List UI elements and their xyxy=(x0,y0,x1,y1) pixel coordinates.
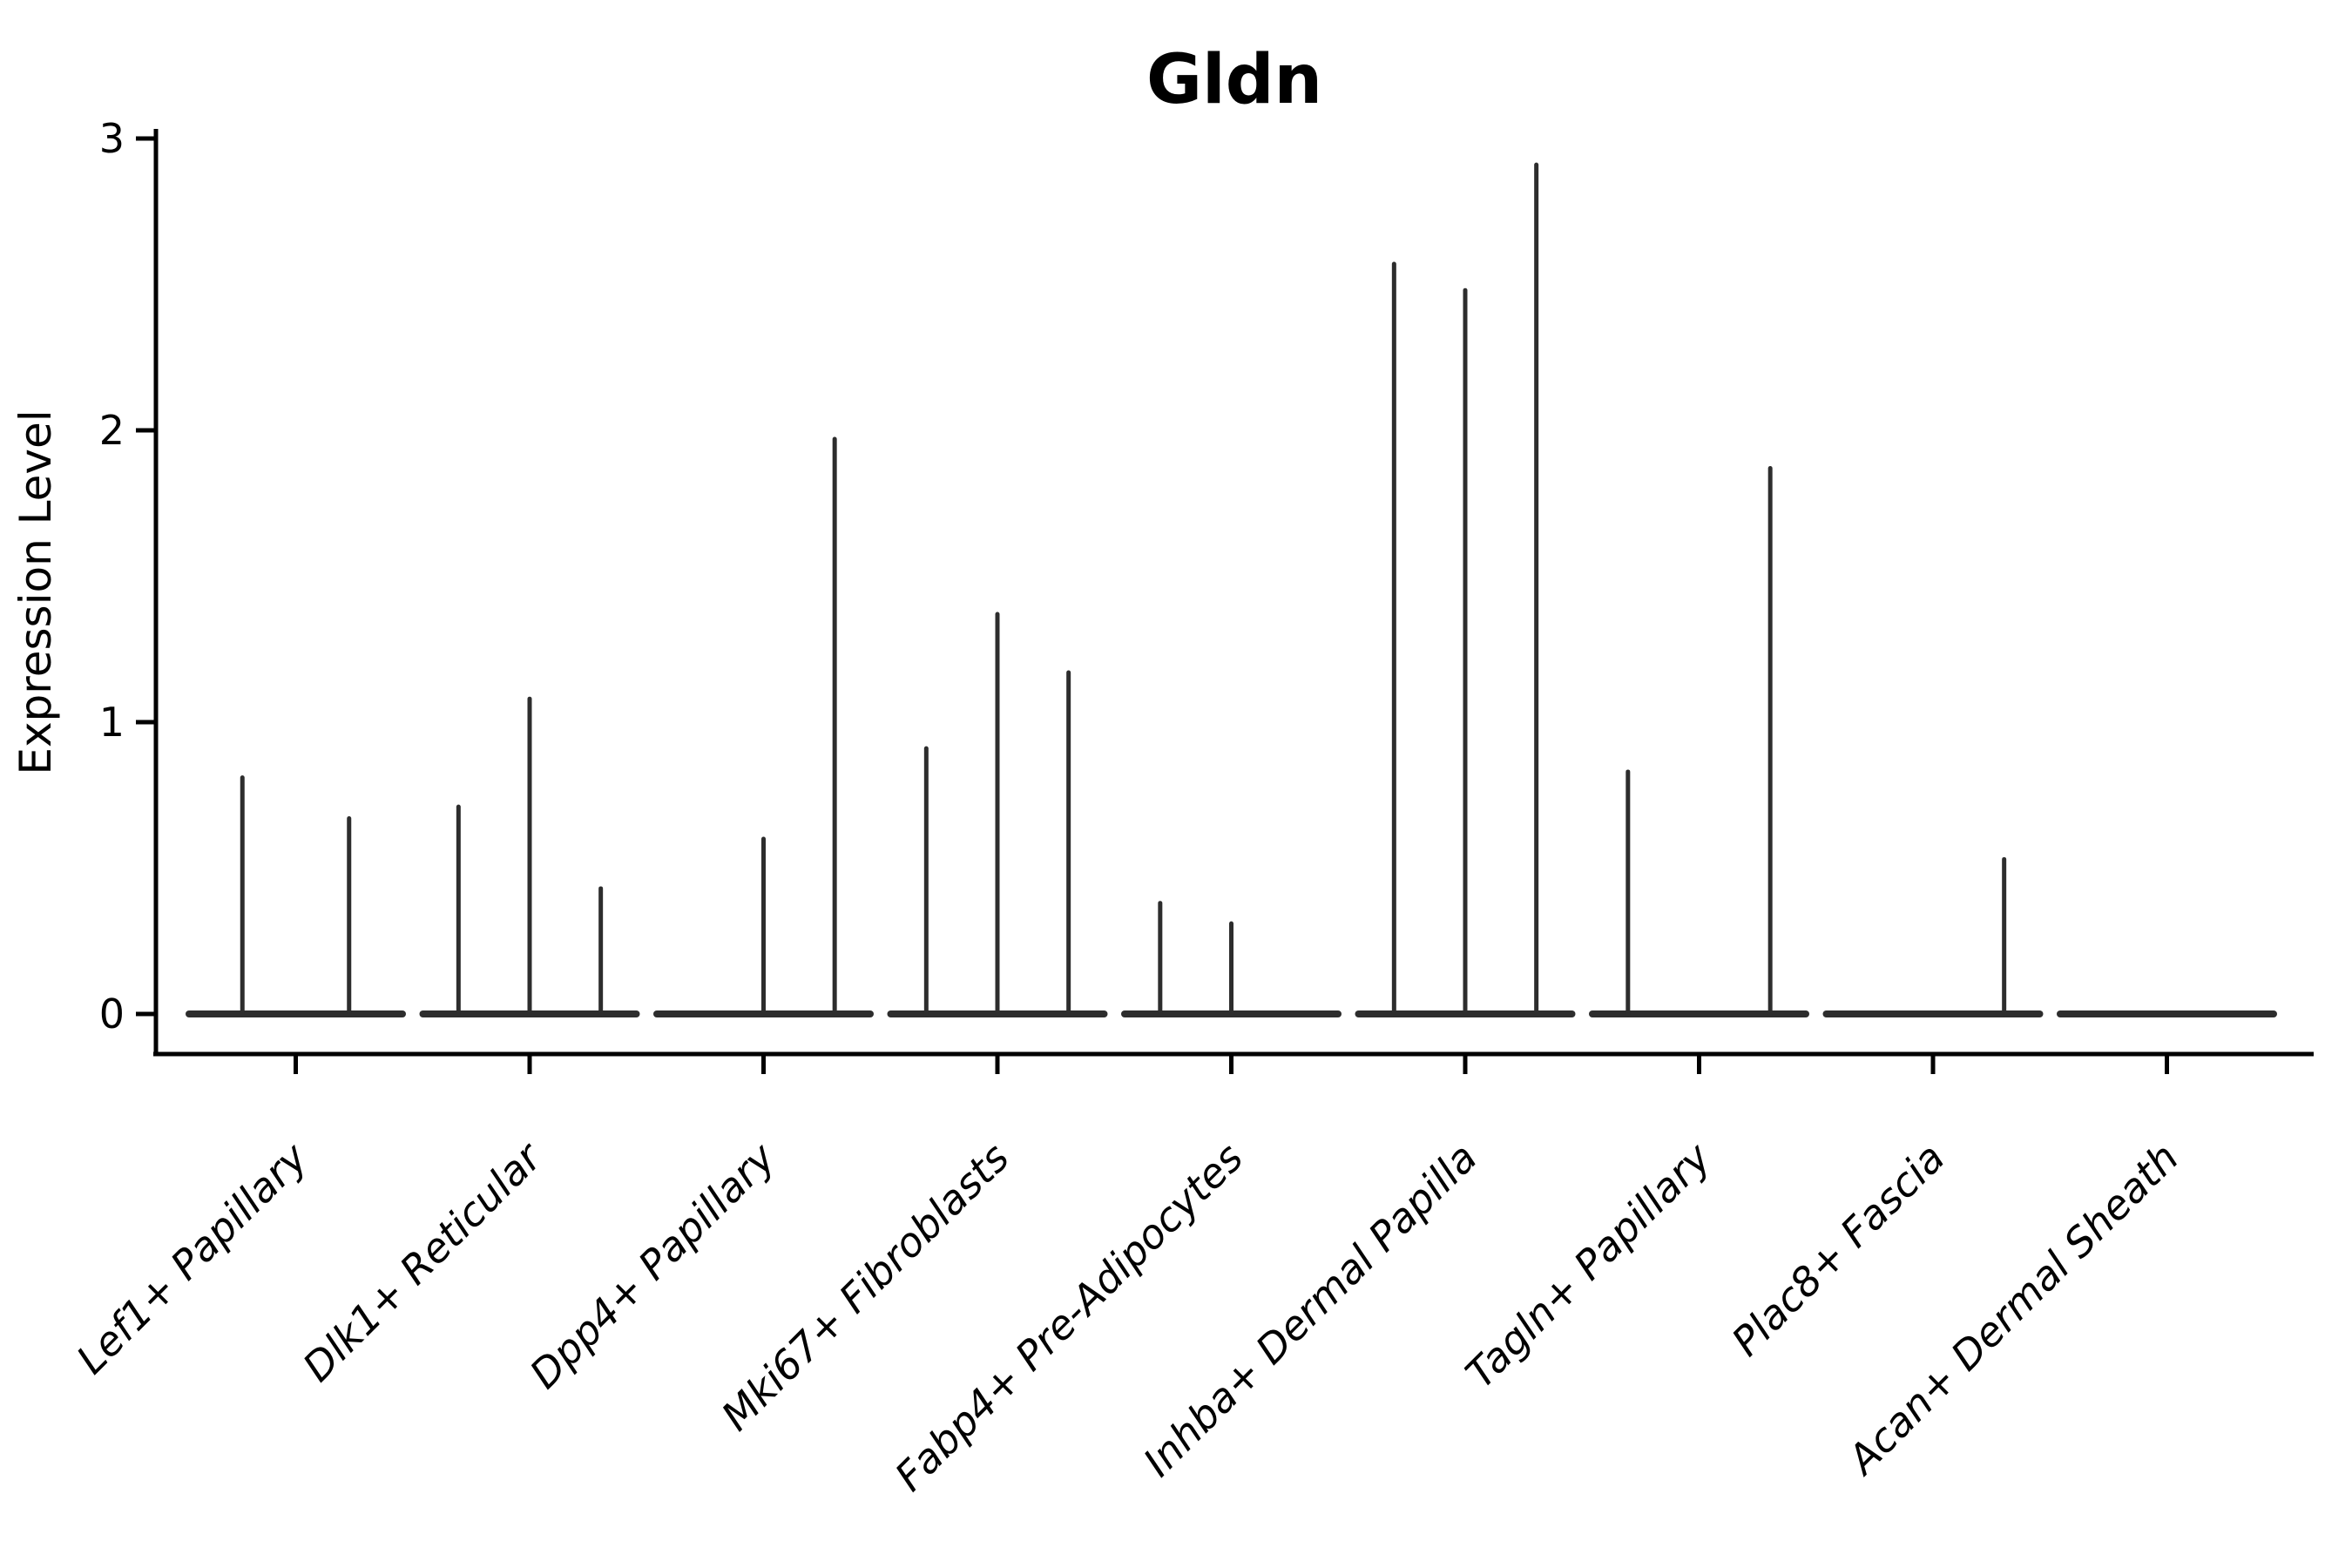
violin-group xyxy=(419,696,640,1017)
violin-group xyxy=(653,436,874,1017)
violin-group xyxy=(1121,901,1342,1017)
y-tick-label: 2 xyxy=(99,407,125,454)
y-tick-label: 0 xyxy=(99,990,125,1037)
violin-series xyxy=(186,162,2277,1017)
x-category-label: Plac8+ Fascia xyxy=(1722,1134,1953,1365)
violin-group xyxy=(887,612,1108,1017)
x-category-label: Dpp4+ Papillary xyxy=(521,1133,785,1397)
y-axis-ticks: 0 1 2 3 xyxy=(99,115,156,1037)
plot-title: Gldn xyxy=(1146,41,1322,119)
violin-group xyxy=(1355,162,1576,1017)
y-tick-label: 1 xyxy=(99,699,125,746)
axes-spines xyxy=(153,129,2314,1057)
x-category-label: Tagln+ Papillary xyxy=(1456,1133,1720,1397)
violin-group xyxy=(1589,466,1809,1017)
y-tick-label: 3 xyxy=(99,115,125,162)
violin-group xyxy=(186,775,406,1017)
x-category-label: Lef1+ Papillary xyxy=(67,1133,316,1382)
violin-group xyxy=(1822,856,2044,1017)
x-axis-ticks xyxy=(294,1054,2169,1074)
y-axis-label: Expression Level xyxy=(10,409,61,774)
x-category-label: Dlk1+ Reticular xyxy=(294,1132,552,1390)
